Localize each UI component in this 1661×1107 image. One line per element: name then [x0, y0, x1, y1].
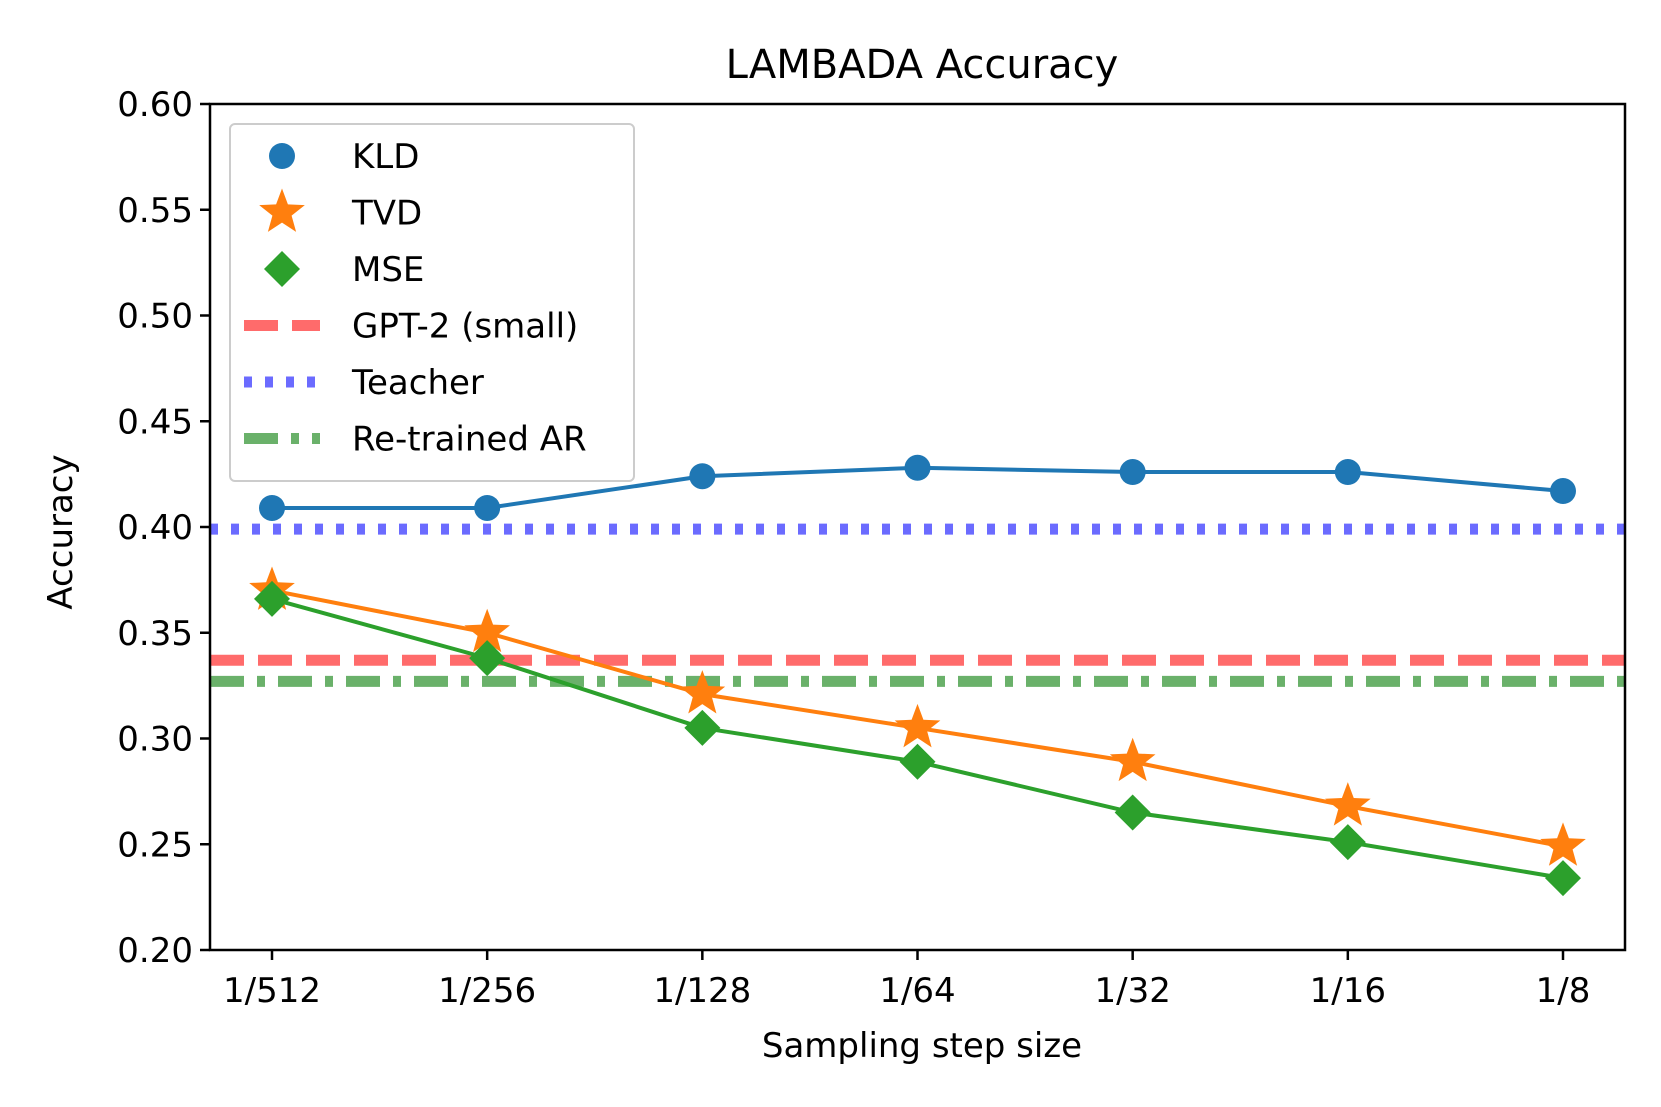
data-point-tvd — [1325, 782, 1371, 826]
data-point-mse — [1545, 860, 1581, 897]
legend-label-tvd: TVD — [351, 194, 422, 234]
legend-label-re-trained-ar: Re-trained AR — [352, 420, 587, 460]
data-point-tvd — [894, 703, 941, 748]
plot-area: 0.20 0.25 0.30 0.35 0.40 0.45 0.50 0.55 0.60 1/51… — [117, 85, 1627, 1011]
y-tick-label: 0.20 — [117, 931, 193, 971]
data-point-mse — [469, 640, 506, 677]
x-tick-label: 1/32 — [1094, 971, 1170, 1011]
y-tick-label: 0.30 — [117, 720, 193, 760]
x-tick-label: 1/256 — [438, 971, 536, 1011]
legend-box — [229, 123, 635, 482]
data-point-kld — [689, 463, 716, 490]
data-point-kld — [474, 494, 501, 521]
data-point-mse — [1114, 794, 1151, 831]
legend-label-kld: KLD — [352, 137, 419, 177]
y-tick-label: 0.60 — [117, 85, 193, 125]
x-axis-label: Sampling step size — [762, 1026, 1082, 1066]
data-point-mse — [1329, 824, 1366, 861]
legend-label-teacher: Teacher — [351, 363, 484, 403]
data-point-mse — [254, 580, 290, 617]
data-point-kld — [1119, 459, 1146, 486]
legend-label-mse: MSE — [352, 250, 424, 290]
x-tick-label: 1/8 — [1536, 971, 1591, 1011]
data-point-kld — [1334, 459, 1361, 486]
data-point-kld — [259, 494, 285, 521]
x-tick-label: 1/512 — [223, 971, 321, 1011]
legend-marker-kld — [269, 143, 295, 169]
x-tick-label: 1/128 — [653, 971, 751, 1011]
data-point-kld — [1550, 478, 1576, 505]
data-point-tvd — [1109, 737, 1156, 782]
y-tick-label: 0.40 — [117, 508, 193, 548]
data-point-tvd — [464, 608, 510, 653]
legend-marker-mse — [264, 251, 300, 287]
legend-label-gpt-2-small: GPT-2 (small) — [352, 307, 578, 347]
data-point-mse — [684, 709, 721, 746]
data-point-tvd — [679, 670, 726, 714]
x-tick-label: 1/16 — [1310, 971, 1386, 1011]
y-tick-label: 0.55 — [117, 191, 193, 231]
y-tick-label: 0.50 — [117, 297, 193, 337]
y-axis-label: Accuracy — [41, 454, 81, 609]
chart-title: LAMBADA Accuracy — [726, 42, 1119, 88]
legend: KLD TVD MSE GPT-2 (small) Teacher Re-trained … — [229, 123, 635, 482]
data-point-kld — [904, 454, 931, 481]
data-point-tvd — [1540, 822, 1586, 866]
y-tick-label: 0.25 — [117, 825, 193, 865]
legend-marker-tvd — [259, 188, 305, 232]
y-tick-label: 0.45 — [117, 402, 193, 442]
y-tick-label: 0.35 — [117, 614, 193, 654]
data-point-mse — [899, 743, 936, 780]
x-tick-label: 1/64 — [879, 971, 955, 1011]
